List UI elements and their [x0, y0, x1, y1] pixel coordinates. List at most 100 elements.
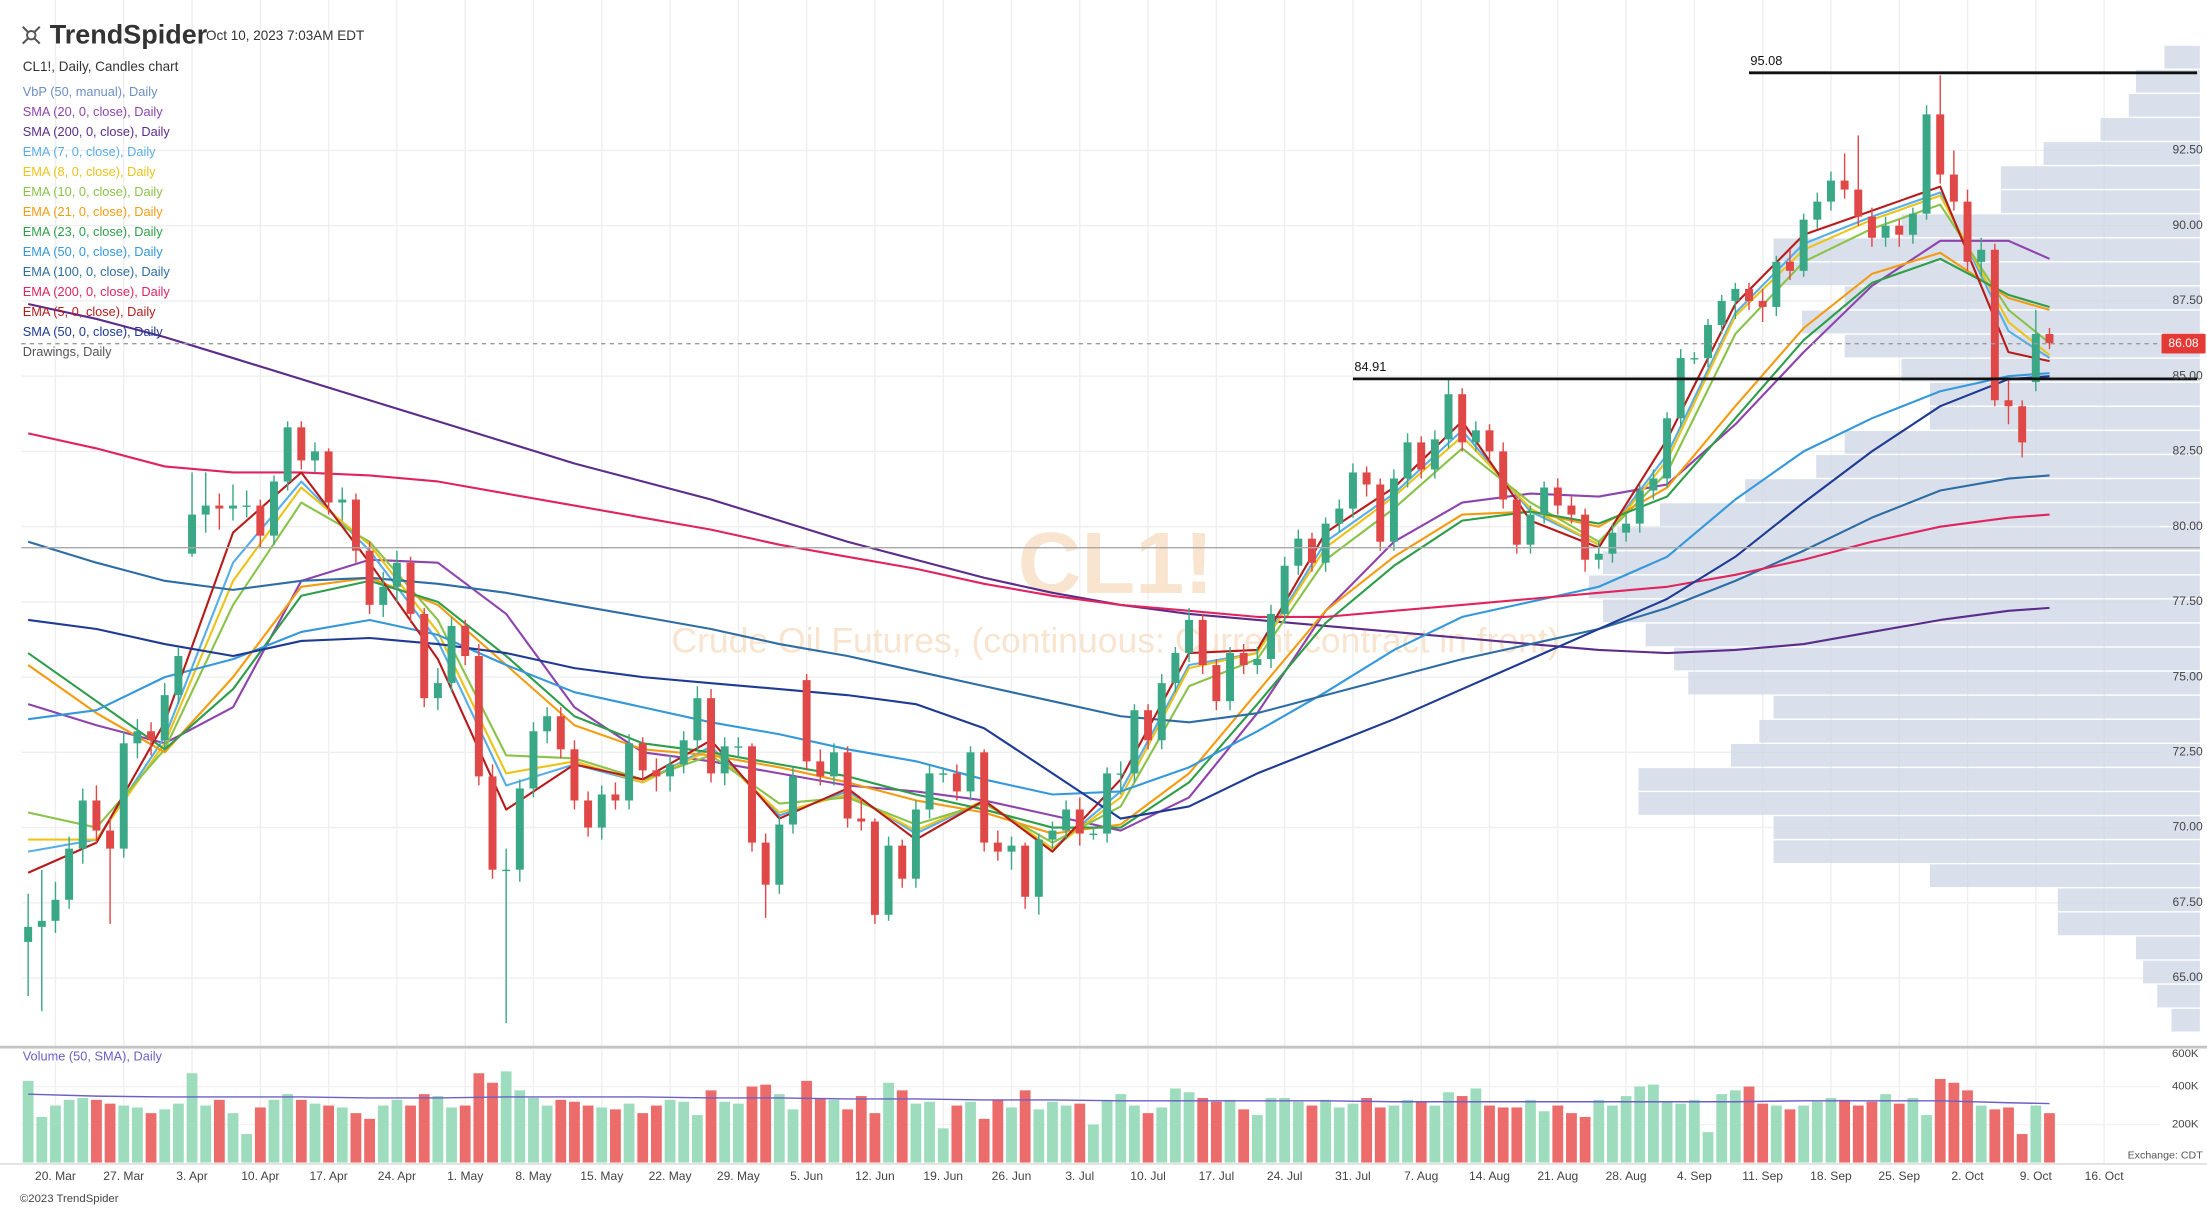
- volume-tick-label: 600K: [2172, 1048, 2199, 1060]
- volume-bar: [1265, 1097, 1277, 1163]
- logo-icon: [33, 26, 41, 34]
- candle-body: [597, 794, 606, 828]
- candle-body: [1772, 261, 1781, 307]
- candle-body: [1321, 523, 1330, 563]
- volume-bar: [569, 1101, 580, 1163]
- candle-body: [365, 550, 374, 605]
- profile-bar: [2143, 960, 2200, 984]
- candle-body: [925, 773, 934, 810]
- volume-bar: [91, 1099, 102, 1163]
- volume-bar: [1579, 1116, 1591, 1163]
- candle-body: [256, 505, 265, 536]
- volume-profile: [1588, 45, 2200, 1032]
- logo-icon: [26, 29, 37, 41]
- candle-body: [283, 427, 292, 482]
- volume-bar: [1279, 1097, 1291, 1163]
- candle-body: [625, 743, 634, 801]
- profile-bar: [1638, 792, 2200, 815]
- candle-body: [92, 800, 101, 831]
- candle-body: [2018, 406, 2027, 443]
- candle-body: [570, 749, 579, 801]
- volume-bar: [869, 1113, 881, 1163]
- candle-body: [1376, 484, 1385, 542]
- volume-bar: [801, 1080, 813, 1163]
- volume-bar: [1566, 1113, 1577, 1163]
- volume-bar: [1115, 1094, 1127, 1163]
- volume-bar: [1497, 1107, 1509, 1163]
- volume-bar: [459, 1105, 471, 1163]
- volume-bar: [951, 1105, 963, 1163]
- candle-body: [1089, 833, 1098, 835]
- volume-bar: [2003, 1107, 2014, 1163]
- candle-body: [679, 740, 688, 765]
- volume-bar: [541, 1105, 553, 1163]
- volume-bar: [418, 1094, 430, 1163]
- candle-body: [1567, 505, 1576, 515]
- candle-body: [1594, 553, 1603, 560]
- candle-body: [1267, 613, 1275, 660]
- x-tick-label: 24. Apr: [378, 1169, 416, 1183]
- candle-body: [1553, 487, 1562, 506]
- candle-body: [939, 773, 948, 775]
- volume-bar: [1019, 1090, 1031, 1163]
- candle-body: [1540, 487, 1549, 515]
- candle-body: [1867, 216, 1876, 238]
- volume-bar: [1429, 1105, 1441, 1163]
- candle-body: [1704, 325, 1713, 359]
- candles: [24, 75, 2054, 1024]
- candle-body: [201, 505, 210, 515]
- x-tick-label: 19. Jun: [923, 1169, 963, 1183]
- x-tick-label: 28. Aug: [1606, 1169, 1647, 1183]
- profile-bar: [1638, 768, 2200, 791]
- watermark: CL1!: [1018, 514, 1214, 612]
- volume-bar: [295, 1099, 307, 1163]
- candle-body: [638, 743, 647, 771]
- volume-bar: [172, 1103, 184, 1163]
- candle-body: [1348, 472, 1357, 509]
- y-tick-label: 92.50: [2173, 143, 2204, 157]
- y-tick-label: 72.50: [2173, 745, 2204, 759]
- volume-bar: [1361, 1097, 1372, 1163]
- x-tick-label: 9. Oct: [2020, 1169, 2053, 1183]
- profile-bar: [2057, 912, 2200, 936]
- volume-bar: [555, 1099, 567, 1163]
- candle-body: [734, 746, 743, 748]
- drawings: 95.08 84.91: [21, 53, 2200, 549]
- y-tick-label: 87.50: [2173, 293, 2204, 307]
- volume-bar: [36, 1116, 48, 1163]
- candle-body: [1895, 225, 1904, 235]
- profile-bar: [1929, 406, 2200, 430]
- volume-bar: [2044, 1113, 2055, 1163]
- volume-bar: [63, 1099, 75, 1163]
- volume-bar: [1825, 1097, 1837, 1163]
- volume-bar: [1648, 1084, 1659, 1163]
- candle-body: [1389, 478, 1398, 542]
- volume-bar: [1552, 1105, 1564, 1163]
- candle-body: [556, 716, 565, 750]
- volume-bar: [896, 1090, 908, 1163]
- volume-bar: [1934, 1078, 1946, 1163]
- volume-bar: [377, 1105, 389, 1163]
- x-tick-label: 1. May: [447, 1169, 483, 1183]
- legend: VbP (50, manual), Daily SMA (20, 0, close…: [23, 84, 171, 359]
- volume-bar: [104, 1103, 116, 1163]
- candle-body: [1499, 451, 1508, 500]
- x-tick-label: 26. Jun: [992, 1169, 1032, 1183]
- candle-body: [106, 830, 115, 849]
- candle-body: [1130, 710, 1139, 774]
- volume-bar: [1169, 1088, 1181, 1163]
- candle-body: [1021, 845, 1030, 897]
- volume-bar: [1880, 1094, 1891, 1163]
- candle-body: [1786, 261, 1794, 271]
- profile-bar: [2100, 118, 2200, 141]
- candle-body: [1185, 619, 1194, 654]
- copyright: ©2023 TrendSpider: [20, 1193, 119, 1205]
- candle-body: [392, 562, 401, 587]
- candle-body: [297, 427, 306, 461]
- volume-bar: [159, 1109, 171, 1163]
- last-price-box: [2161, 333, 2206, 354]
- volume-bar: [1511, 1107, 1523, 1163]
- legend-entry: SMA (20, 0, close), Daily: [23, 104, 164, 119]
- profile-bar: [1773, 695, 2200, 719]
